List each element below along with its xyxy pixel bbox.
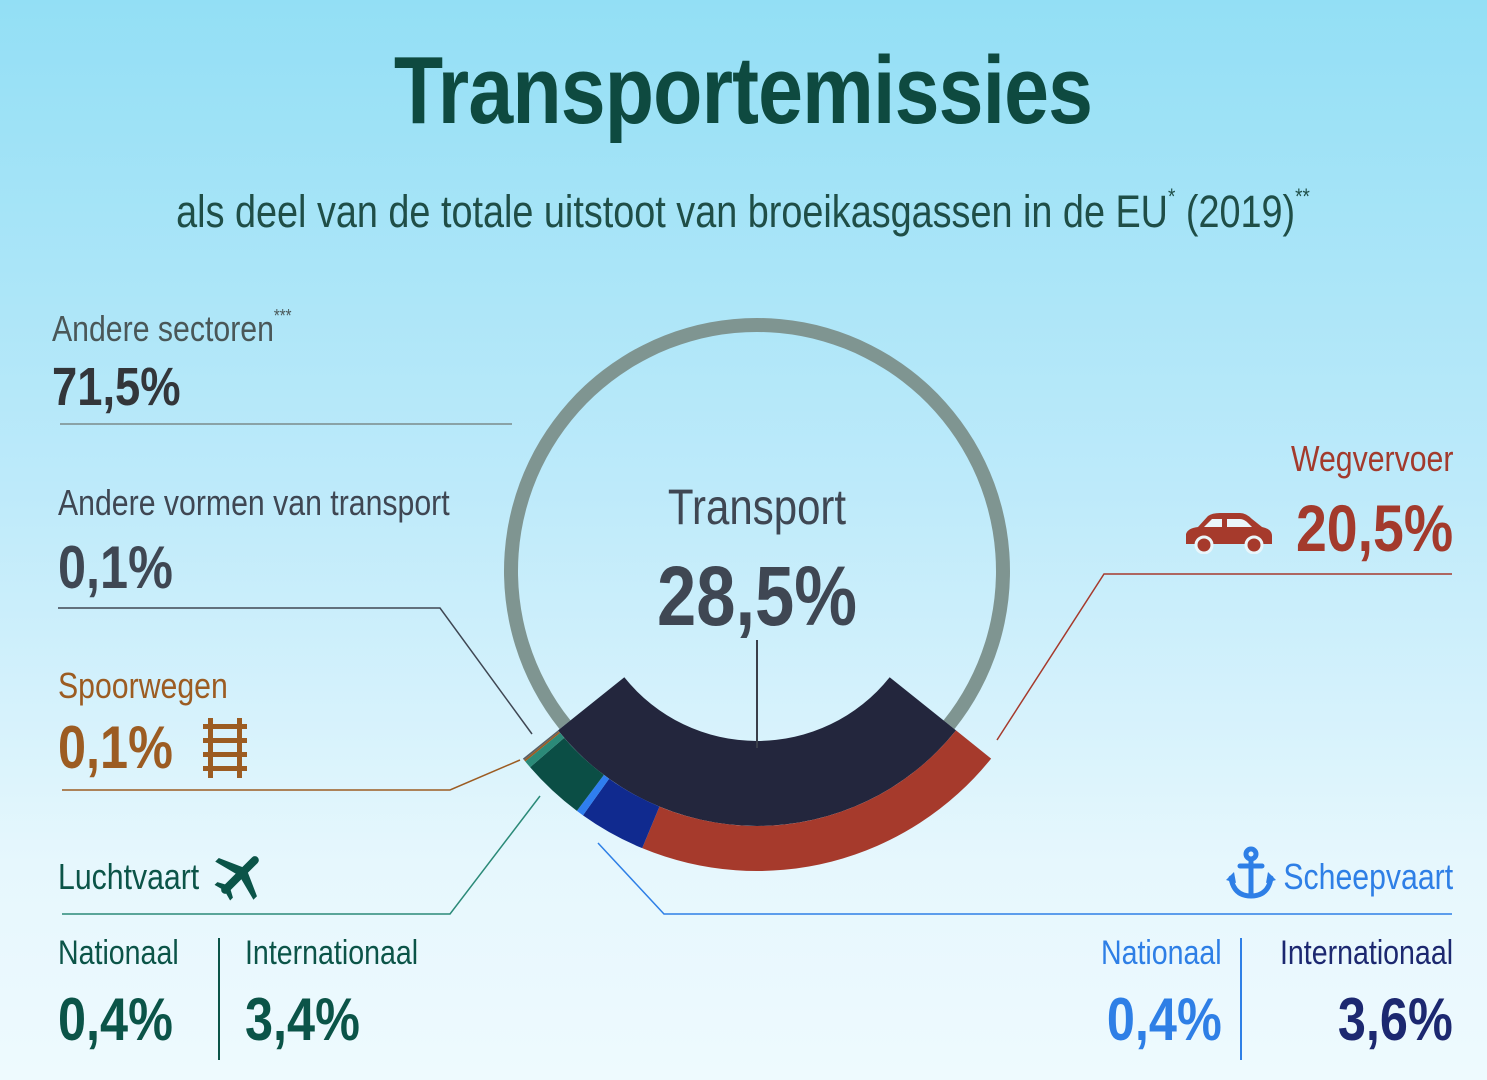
other-sectors-name: Andere sectoren <box>52 308 274 349</box>
other-sectors-value: 71,5% <box>52 357 181 417</box>
leader-aviation <box>62 795 541 915</box>
shipping-national-value: 0,4% <box>1107 986 1222 1053</box>
slice-transport <box>557 677 957 827</box>
slice-shipping-national <box>576 774 610 816</box>
transport-arc <box>557 677 957 827</box>
car-icon <box>1186 513 1272 554</box>
aviation-national-value: 0,4% <box>58 986 173 1053</box>
page-subtitle: als deel van de totale uitstoot van broe… <box>176 184 1310 238</box>
other-transport-label: Andere vormen van transport <box>58 482 450 523</box>
subtitle-footnote-mark-2: ** <box>1295 184 1310 209</box>
anchor-icon <box>1226 846 1276 899</box>
slice-rail <box>524 731 561 762</box>
slice-road <box>642 730 992 872</box>
transport-breakdown-ring <box>522 730 992 872</box>
subtitle-footnote-mark: * <box>1167 184 1176 209</box>
shipping-national-label: Nationaal <box>1101 934 1222 972</box>
aviation-international-value: 3,4% <box>245 986 360 1053</box>
page-title: Transportemissies <box>393 37 1093 144</box>
other-sectors-label: Andere sectoren*** <box>52 306 292 350</box>
shipping-divider <box>1240 938 1242 1060</box>
leader-other-transport <box>58 607 533 735</box>
subtitle-year: (2019) <box>1175 186 1296 237</box>
leader-lines <box>58 423 1452 915</box>
center-value: 28,5% <box>656 549 858 643</box>
leader-road <box>996 573 1452 741</box>
shipping-label: Scheepvaart <box>1283 856 1453 897</box>
aviation-divider <box>218 938 220 1060</box>
subtitle-text: als deel van de totale uitstoot van broe… <box>176 186 1168 237</box>
center-label: Transport <box>667 479 847 535</box>
road-value: 20,5% <box>1295 491 1453 565</box>
slice-other-transport <box>522 730 559 761</box>
rail-label: Spoorwegen <box>58 665 228 706</box>
aviation-national-label: Nationaal <box>58 934 179 972</box>
road-label: Wegvervoer <box>1290 438 1453 479</box>
slice-shipping-international <box>582 778 660 849</box>
other-transport-value: 0,1% <box>58 534 173 601</box>
other-sectors-footnote-mark: *** <box>273 306 292 326</box>
aviation-label: Luchtvaart <box>58 856 200 897</box>
shipping-international-label: Internationaal <box>1279 934 1453 972</box>
slice-aviation-international <box>530 737 604 811</box>
shipping-international-value: 3,6% <box>1338 986 1453 1053</box>
rail-value: 0,1% <box>58 714 173 781</box>
leader-rail <box>62 759 521 791</box>
slice-aviation-national <box>525 732 565 768</box>
airplane-icon <box>214 856 259 901</box>
railway-track-icon <box>203 718 247 778</box>
aviation-international-label: Internationaal <box>245 934 419 972</box>
leader-shipping <box>597 842 1452 915</box>
